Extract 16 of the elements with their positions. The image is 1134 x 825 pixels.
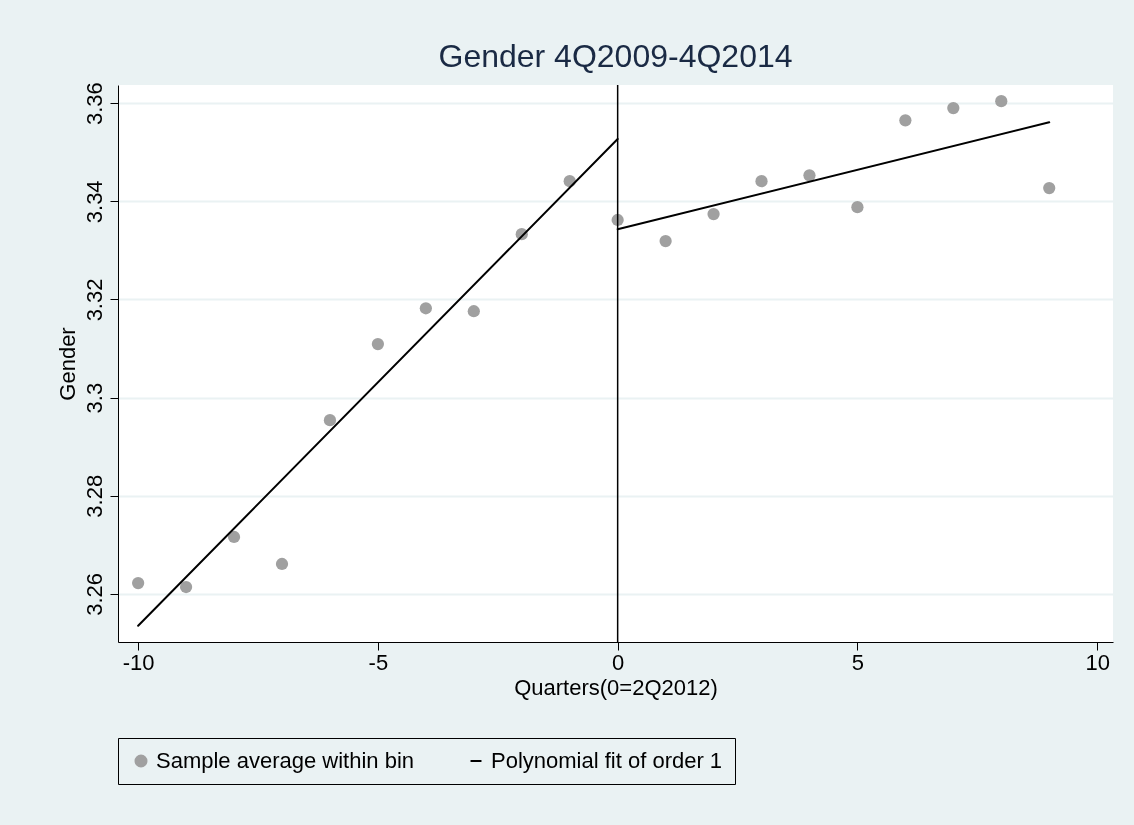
y-tick-label: 3.3 — [81, 382, 107, 414]
y-tick-label: 3.32 — [81, 278, 107, 322]
y-tick-label: 3.34 — [81, 180, 107, 224]
y-tick-label: 3.28 — [81, 474, 107, 518]
y-axis-title: Gender — [54, 327, 80, 401]
y-tick-label: 3.36 — [81, 82, 107, 126]
legend-label: Polynomial fit of order 1 — [491, 748, 723, 773]
x-tick-label: -10 — [122, 649, 155, 675]
x-tick-label: 10 — [1085, 649, 1110, 675]
x-tick-label: -5 — [368, 649, 389, 675]
x-tick-label: 5 — [851, 649, 865, 675]
chart-title: Gender 4Q2009-4Q2014 — [438, 37, 793, 74]
x-tick-label: 0 — [612, 649, 625, 675]
x-axis-title: Quarters(0=2Q2012) — [514, 674, 718, 700]
y-tick-label: 3.26 — [81, 572, 107, 616]
legend-label: Sample average within bin — [156, 748, 415, 773]
